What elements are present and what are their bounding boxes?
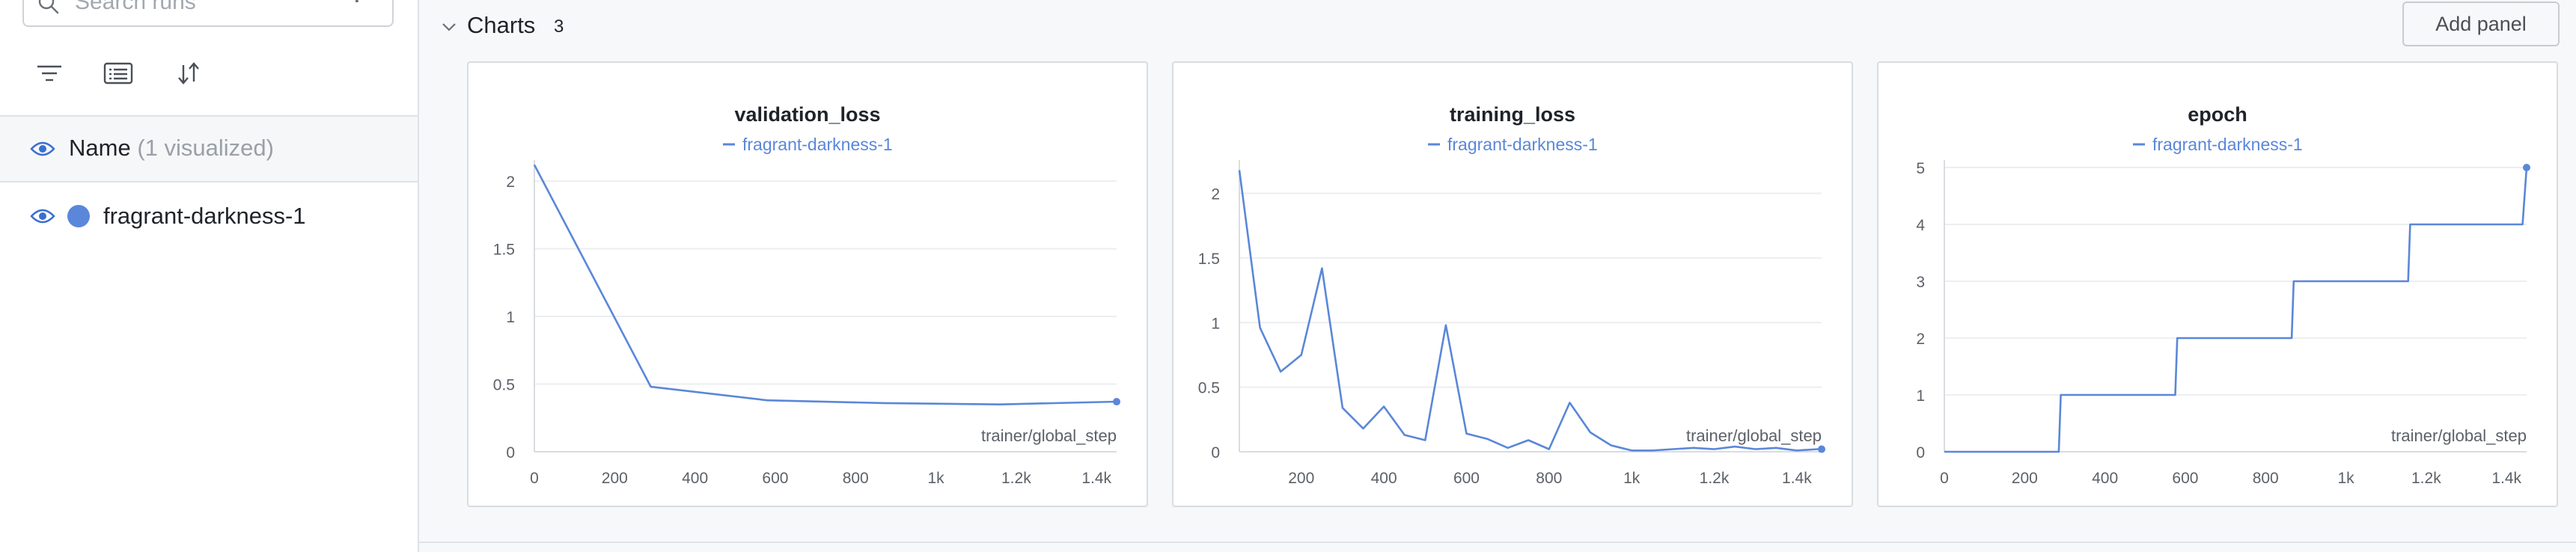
y-tick-label: 2 <box>506 174 515 191</box>
series-end-point[interactable] <box>1818 446 1825 453</box>
x-tick-label: 200 <box>2012 470 2038 487</box>
x-tick-label: 1k <box>2337 470 2354 487</box>
chart-panel-training-loss[interactable]: training_loss fragrant-darkness-1 0 0.5 1 1.5… <box>1172 61 1853 507</box>
x-axis-label: trainer/global_step <box>981 426 1117 445</box>
search-box[interactable]: .* <box>22 0 394 27</box>
series-end-point[interactable] <box>1113 398 1120 405</box>
x-tick-label: 1k <box>927 470 944 487</box>
section-bottom-rule <box>419 542 2576 543</box>
y-tick-label: 2 <box>1916 331 1925 348</box>
filter-icon[interactable] <box>34 58 64 88</box>
x-tick-label: 1.4k <box>1081 470 1111 487</box>
runs-visualized-count: (1 visualized) <box>137 135 274 161</box>
y-tick-label: 0.5 <box>1198 380 1220 397</box>
y-tick-label: 1.5 <box>493 242 515 259</box>
chart-title: training_loss <box>1450 103 1575 126</box>
legend-entry[interactable]: fragrant-darkness-1 <box>742 135 893 154</box>
y-tick-label: 1.5 <box>1198 251 1220 268</box>
y-tick-label: 1 <box>506 309 515 326</box>
x-tick-label: 400 <box>2092 470 2118 487</box>
run-color-dot[interactable] <box>67 205 90 227</box>
x-tick-label: 1.4k <box>2491 470 2521 487</box>
sidebar-divider <box>0 181 418 183</box>
eye-icon[interactable] <box>30 207 55 225</box>
sort-icon[interactable] <box>174 58 204 88</box>
chart-title: validation_loss <box>734 103 880 126</box>
x-tick-label: 200 <box>602 470 628 487</box>
x-tick-label: 800 <box>1536 470 1562 487</box>
x-tick-label: 1k <box>1623 470 1640 487</box>
x-tick-label: 400 <box>1371 470 1397 487</box>
eye-icon[interactable] <box>30 140 55 158</box>
chart-epoch: epoch fragrant-darkness-1 0 1 2 3 4 5 0 200 400 600… <box>1878 63 2557 506</box>
x-axis-label: trainer/global_step <box>1686 426 1822 445</box>
y-tick-label: 1 <box>1916 387 1925 405</box>
x-tick-label: 400 <box>682 470 708 487</box>
x-tick-label: 0 <box>530 470 539 487</box>
add-panel-button[interactable]: Add panel <box>2402 1 2560 46</box>
y-tick-label: 2 <box>1211 186 1220 203</box>
series-end-point[interactable] <box>2523 164 2530 171</box>
runs-header-name: Name <box>69 135 131 161</box>
x-tick-label: 600 <box>762 470 788 487</box>
x-tick-label: 800 <box>2253 470 2279 487</box>
regex-toggle[interactable]: .* <box>350 0 377 8</box>
section-title: Charts <box>467 12 535 39</box>
run-name[interactable]: fragrant-darkness-1 <box>103 203 306 230</box>
y-tick-label: 5 <box>1916 160 1925 177</box>
runs-header-label: Name (1 visualized) <box>69 135 274 162</box>
x-tick-label: 1.4k <box>1782 470 1812 487</box>
charts-section-header[interactable]: Charts 3 Add panel <box>419 0 2576 54</box>
y-tick-label: 0 <box>1211 444 1220 461</box>
series-line[interactable] <box>534 165 1117 404</box>
runs-header: Name (1 visualized) <box>0 117 418 181</box>
x-tick-label: 1.2k <box>1700 470 1730 487</box>
chart-panel-epoch[interactable]: epoch fragrant-darkness-1 0 1 2 3 4 5 0 200 400 600… <box>1877 61 2558 507</box>
y-tick-label: 0 <box>1916 444 1925 461</box>
chart-validation-loss: validation_loss fragrant-darkness-1 0 0.5 1 1… <box>468 63 1147 506</box>
y-tick-label: 4 <box>1916 217 1925 234</box>
x-axis-label: trainer/global_step <box>2391 426 2527 445</box>
x-tick-label: 800 <box>843 470 869 487</box>
y-tick-label: 0 <box>506 444 515 461</box>
search-input[interactable] <box>73 0 346 18</box>
list-icon[interactable] <box>103 58 133 88</box>
chart-training-loss: training_loss fragrant-darkness-1 0 0.5 1 1.5… <box>1173 63 1852 506</box>
x-tick-label: 200 <box>1288 470 1314 487</box>
chart-title: epoch <box>2188 103 2247 126</box>
chevron-down-icon[interactable] <box>440 18 458 36</box>
y-tick-label: 3 <box>1916 274 1925 291</box>
x-tick-label: 1.2k <box>2411 470 2441 487</box>
x-tick-label: 1.2k <box>1001 470 1031 487</box>
legend-entry[interactable]: fragrant-darkness-1 <box>2152 135 2303 154</box>
series-line[interactable] <box>1944 168 2527 452</box>
y-tick-label: 0.5 <box>493 377 515 394</box>
search-icon <box>37 0 60 15</box>
y-tick-label: 1 <box>1211 315 1220 332</box>
runs-sidebar: .* <box>0 0 419 552</box>
x-tick-label: 600 <box>1453 470 1480 487</box>
series-line[interactable] <box>1239 171 1822 451</box>
section-count: 3 <box>554 16 564 37</box>
legend-entry[interactable]: fragrant-darkness-1 <box>1447 135 1598 154</box>
x-tick-label: 600 <box>2172 470 2198 487</box>
chart-panel-validation-loss[interactable]: validation_loss fragrant-darkness-1 0 0.5 1 1… <box>467 61 1148 507</box>
x-tick-label: 0 <box>1940 470 1949 487</box>
